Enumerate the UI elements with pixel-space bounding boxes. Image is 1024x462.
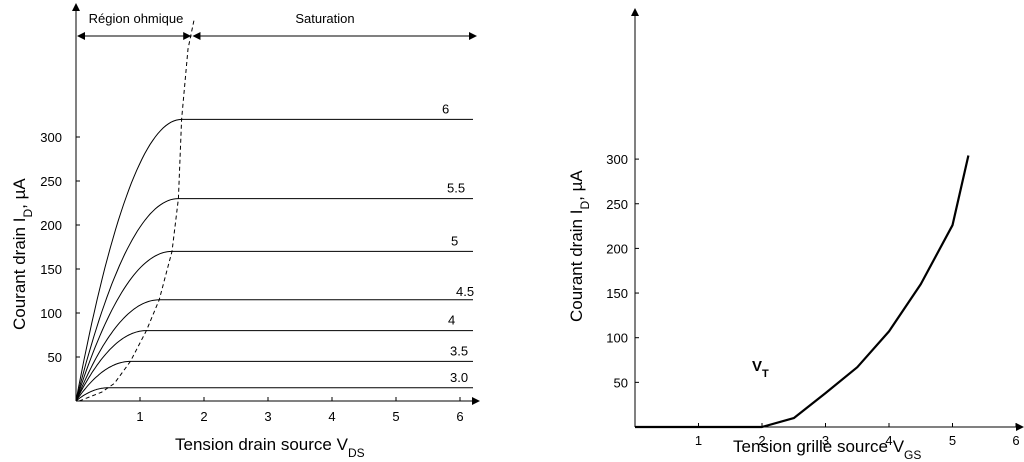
curve-label-5: 5: [451, 233, 458, 248]
y-tick-label: 200: [40, 218, 62, 233]
curve-label-5.5: 5.5: [447, 181, 465, 196]
saturation-arrow-right: [469, 32, 477, 40]
x-axis-title: Tension grille source VGS: [733, 437, 921, 462]
ohmic-region-label: Région ohmique: [89, 11, 184, 26]
curve-label-6: 6: [442, 101, 449, 116]
ohmic-arrow-left: [77, 32, 85, 40]
x-axis-title: Tension drain source VDS: [175, 435, 365, 460]
y-tick-label: 150: [606, 286, 628, 301]
y-tick-label: 100: [40, 306, 62, 321]
y-tick-label: 100: [606, 331, 628, 346]
y-tick-label: 250: [40, 174, 62, 189]
ohmic-arrow-right: [183, 32, 192, 40]
y-tick-label: 300: [40, 130, 62, 145]
x-tick-label: 2: [200, 409, 207, 424]
x-tick-label: 3: [822, 433, 829, 448]
threshold-voltage-label: VT: [752, 358, 769, 380]
curve-label-3.5: 3.5: [450, 343, 468, 358]
x-tick-label: 3: [264, 409, 271, 424]
y-tick-label: 150: [40, 262, 62, 277]
saturation-boundary-curve: [79, 18, 195, 402]
curve-vgs-6: [75, 118, 473, 402]
curve-vgs-5: [75, 250, 473, 402]
curve-vgs-4.5: [75, 299, 473, 402]
curve-vgs-4: [75, 330, 473, 402]
x-tick-label: 6: [1012, 433, 1019, 448]
x-tick-label: 4: [885, 433, 892, 448]
curve-vgs-3.5: [75, 360, 473, 402]
y-tick-label: 50: [614, 375, 628, 390]
left-chart: 1 2 3 4 5 6 50 100 150 200 250 300 Région ohmique Sat…: [10, 3, 480, 460]
transfer-curve: [635, 155, 970, 429]
y-tick-label: 250: [606, 197, 628, 212]
curve-label-3.0: 3.0: [450, 370, 468, 385]
x-tick-label: 4: [328, 409, 335, 424]
curve-vgs-3.0: [75, 387, 473, 402]
curve-vgs-5.5: [75, 198, 473, 402]
curve-label-4.5: 4.5: [456, 284, 474, 299]
y-tick-label: 300: [606, 152, 628, 167]
y-axis-title: Courant drain ID, µA: [567, 170, 592, 322]
x-tick-label: 5: [949, 433, 956, 448]
x-tick-label: 6: [456, 409, 463, 424]
x-tick-label: 1: [136, 409, 143, 424]
y-tick-label: 50: [48, 350, 62, 365]
curve-label-4: 4: [448, 313, 455, 328]
x-tick-label: 2: [758, 433, 765, 448]
right-chart: 1 2 3 4 5 6 50 100 150 200 250 300 VT Tension grille …: [567, 8, 1024, 462]
x-tick-label: 1: [695, 433, 702, 448]
saturation-region-label: Saturation: [295, 11, 354, 26]
x-tick-label: 5: [392, 409, 399, 424]
y-axis-title: Courant drain ID, µA: [10, 178, 35, 330]
saturation-arrow-left: [192, 32, 201, 40]
y-tick-label: 200: [606, 241, 628, 256]
